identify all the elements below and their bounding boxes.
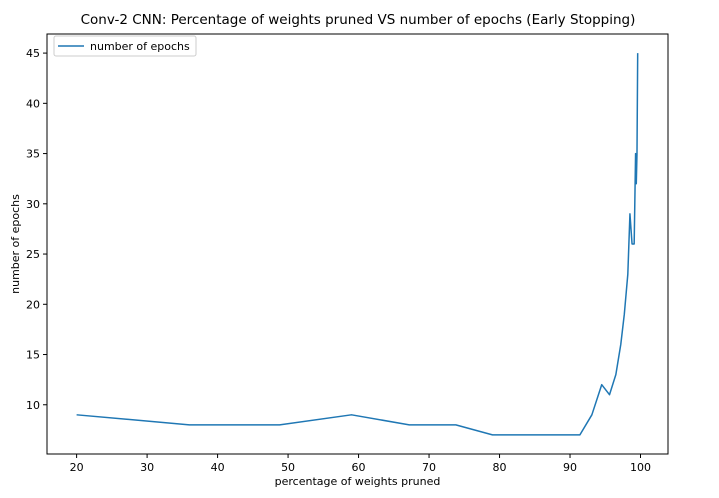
x-tick-label: 60 (352, 461, 366, 474)
x-tick-label: 50 (281, 461, 295, 474)
series-line (76, 53, 639, 436)
legend: number of epochs (53, 35, 197, 57)
legend-label: number of epochs (90, 40, 190, 53)
y-tick-label: 15 (26, 349, 40, 362)
y-tick-label: 35 (26, 148, 40, 161)
y-tick-label: 20 (26, 298, 40, 311)
y-tick-label: 30 (26, 198, 40, 211)
x-tick-label: 30 (140, 461, 154, 474)
plot-area (46, 33, 669, 455)
x-axis-label: percentage of weights pruned (275, 475, 441, 488)
x-tick-label: 40 (211, 461, 225, 474)
x-tick-label: 90 (563, 461, 577, 474)
x-tick-label: 20 (70, 461, 84, 474)
y-tick-label: 40 (26, 97, 40, 110)
x-tick-label: 80 (493, 461, 507, 474)
y-tick-label: 25 (26, 248, 40, 261)
chart-title: Conv-2 CNN: Percentage of weights pruned… (81, 12, 636, 28)
legend-box (53, 35, 197, 57)
x-tick-label: 70 (422, 461, 436, 474)
y-axis: 10 15 20 25 30 35 40 45 (26, 47, 47, 412)
y-axis-label: number of epochs (9, 194, 22, 294)
x-axis: 20 30 40 50 60 70 80 90 100 (70, 454, 651, 474)
x-tick-label: 100 (630, 461, 651, 474)
y-tick-label: 10 (26, 399, 40, 412)
y-tick-label: 45 (26, 47, 40, 60)
series-layer (76, 53, 639, 436)
